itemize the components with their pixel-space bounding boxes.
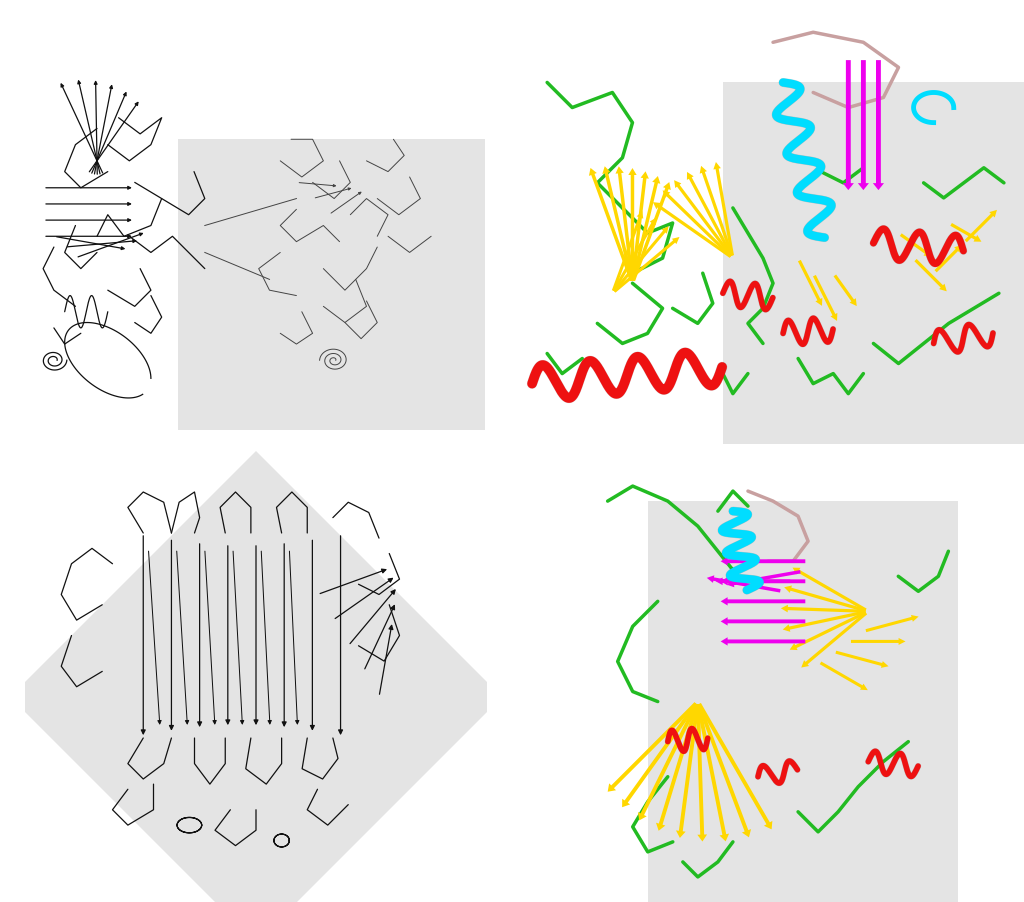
Bar <box>648 502 958 902</box>
Polygon shape <box>10 451 502 902</box>
Bar <box>178 139 485 452</box>
Bar <box>723 82 1024 474</box>
